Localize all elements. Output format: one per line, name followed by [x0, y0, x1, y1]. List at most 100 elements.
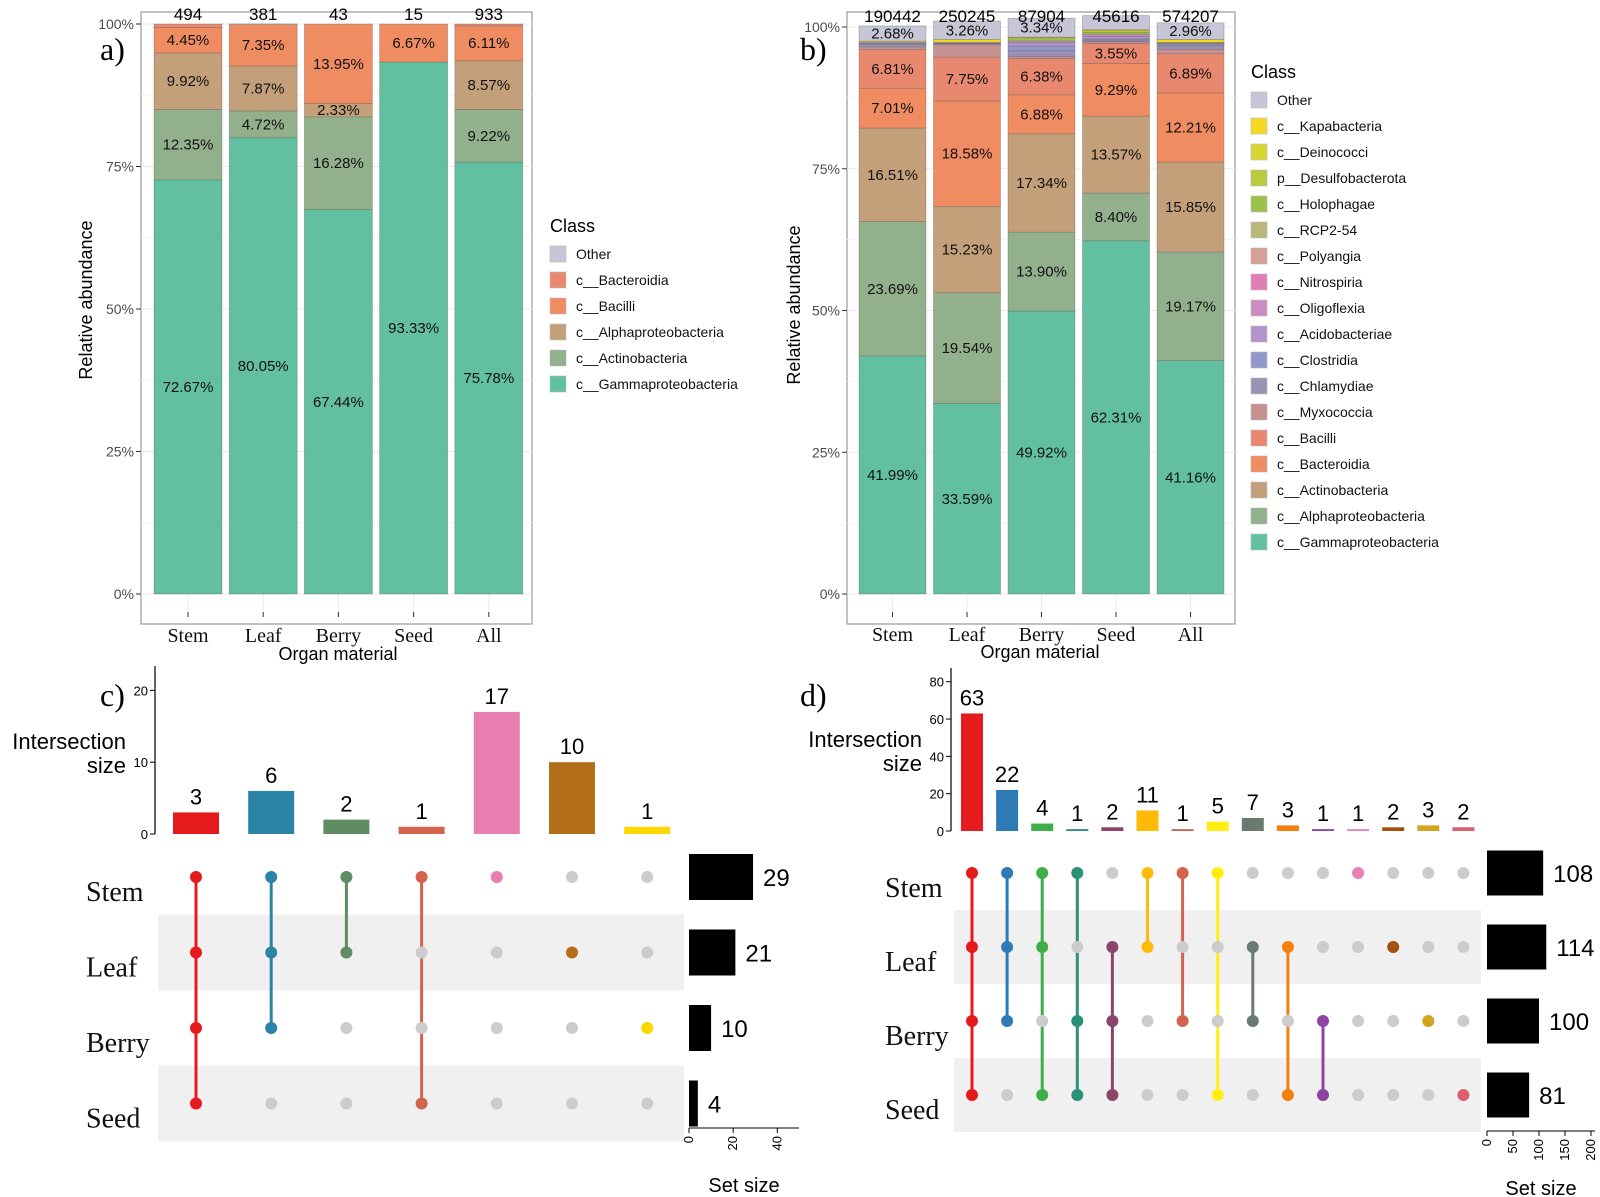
- intersection-bar: [323, 819, 370, 834]
- intersection-bar: [1417, 825, 1440, 831]
- legend-label: Other: [576, 246, 611, 262]
- matrix-dot-inactive: [1211, 941, 1224, 953]
- matrix-dot-active: [340, 871, 353, 883]
- matrix-dot-active: [1071, 1089, 1084, 1101]
- matrix-dot-active: [415, 1097, 428, 1110]
- matrix-dot-inactive: [1246, 867, 1259, 879]
- matrix-dot-inactive: [641, 871, 654, 883]
- matrix-dot-inactive: [1457, 867, 1470, 879]
- intersection-bar: [549, 762, 595, 834]
- matrix-dot-inactive: [415, 946, 428, 959]
- intersection-size-label: 3: [1282, 797, 1294, 822]
- intersection-size-label: 2: [1106, 799, 1118, 824]
- intersection-size-label: 3: [190, 784, 202, 809]
- legend-item-c-deinococci: c__Deinococci: [1250, 143, 1368, 161]
- y-tick-label: 100%: [98, 16, 134, 32]
- intersection-size-label: 17: [485, 684, 509, 709]
- legend-label: c__Deinococci: [1277, 144, 1368, 160]
- bar-segment-c-kapabacteria: [933, 39, 1001, 43]
- matrix-dot-active: [190, 1097, 202, 1110]
- legend-label: c__Actinobacteria: [1277, 482, 1389, 498]
- legend-swatch: [1250, 481, 1268, 499]
- legend-label: c__Kapabacteria: [1277, 118, 1382, 134]
- bar-segment-c-kapabacteria: [858, 40, 927, 43]
- matrix-dot-inactive: [1457, 1015, 1470, 1027]
- legend-label: c__Polyangia: [1277, 248, 1361, 264]
- legend-swatch: [1250, 143, 1268, 161]
- bar-segment-c-gammaproteobacteria: [153, 179, 223, 595]
- data-label: 3.34%: [1020, 20, 1063, 37]
- legend-swatch: [549, 271, 567, 289]
- data-label: 6.67%: [392, 35, 435, 52]
- legend-swatch: [1250, 507, 1268, 525]
- y-tick-label: 60: [930, 712, 944, 727]
- intersection-11: 1: [1312, 801, 1334, 1101]
- data-label: 6.81%: [871, 61, 914, 78]
- bar-segment-c-gammaproteobacteria: [1007, 310, 1076, 595]
- matrix-dot-inactive: [1422, 941, 1435, 953]
- matrix-dot-active: [490, 871, 503, 883]
- legend-title: Class: [1251, 62, 1296, 82]
- legend-item-c-holophagae: c__Holophagae: [1250, 195, 1375, 213]
- bar-segment-c-bacilli: [858, 49, 927, 89]
- bar-segment-c-holophagae: [1156, 42, 1225, 44]
- intersection-4: 1: [1066, 801, 1089, 1101]
- matrix-dot-inactive: [641, 946, 654, 959]
- set-size-label: 108: [1553, 861, 1593, 888]
- intersection-size-label: 2: [1457, 799, 1469, 824]
- set-size-tick-label: 40: [769, 1136, 784, 1150]
- matrix-dot-active: [966, 941, 978, 953]
- intersection-size-label: 22: [995, 762, 1019, 787]
- intersection-bar: [1347, 829, 1370, 831]
- legend-item-c-acidobacteriae: c__Acidobacteriae: [1250, 325, 1392, 343]
- data-label: 75.78%: [463, 370, 514, 387]
- legend-swatch: [549, 245, 567, 263]
- panel-a-plot-border: [140, 11, 533, 625]
- set-label-seed: Seed: [86, 1104, 140, 1135]
- bar-stack-seed: 62.31% 8.40% 13.57% 9.29% 3.55% 45616: [1082, 7, 1150, 595]
- matrix-dot-active: [1422, 1015, 1435, 1027]
- legend-item-c-bacteroidia: c__Bacteroidia: [1250, 455, 1370, 473]
- matrix-dot-active: [265, 1022, 278, 1034]
- bar-segment-c-actinobacteria: [1082, 115, 1150, 194]
- bar-segment-c-myxococcia: [933, 44, 1001, 58]
- bar-segment-c-acidobacteriae: [1007, 42, 1076, 47]
- matrix-dot-active: [566, 946, 578, 959]
- set-label-leaf: Leaf: [885, 947, 937, 978]
- matrix-dot-inactive: [566, 1097, 578, 1110]
- legend-label: c__Gammaproteobacteria: [1277, 534, 1439, 550]
- set-size-tick-label: 150: [1557, 1139, 1572, 1161]
- bar-stack-leaf: 33.59% 19.54% 15.23% 18.58% 7.75% 3.26%250245: [933, 7, 1001, 595]
- legend-swatch: [1250, 91, 1268, 109]
- intersection-6: 11: [1136, 782, 1159, 1101]
- legend-label: c__Gammaproteobacteria: [576, 376, 738, 392]
- bar-stack-seed: 93.33% 6.67% 15: [379, 5, 449, 595]
- matrix-dot-inactive: [1036, 1015, 1049, 1027]
- data-label: 41.16%: [1165, 469, 1216, 486]
- matrix-dot-active: [1176, 1015, 1189, 1027]
- bar-segment-c-bacilli: [1156, 53, 1225, 94]
- bar-segment-c-bacilli: [228, 23, 298, 67]
- intersection-1: 3: [173, 784, 219, 1110]
- legend-swatch: [1250, 429, 1268, 447]
- bar-segment-c-clostridia: [1007, 45, 1076, 52]
- set-size-label: 4: [708, 1092, 721, 1119]
- bar-segment-c-alphaproteobacteria: [933, 292, 1001, 404]
- bar-segment-c-gammaproteobacteria: [454, 161, 524, 595]
- matrix-dot-inactive: [490, 1022, 503, 1034]
- legend-label: c__Bacilli: [576, 298, 635, 314]
- y-tick-label: 75%: [106, 159, 134, 175]
- legend-swatch: [549, 297, 567, 315]
- data-label: 7.75%: [946, 71, 989, 88]
- matrix-dot-inactive: [1422, 1089, 1435, 1101]
- legend-item-c-gammaproteobacteria: c__Gammaproteobacteria: [1250, 533, 1439, 551]
- y-tick-label: 50%: [812, 303, 840, 319]
- matrix-dot-active: [1211, 867, 1224, 879]
- y-tick-label: 25%: [106, 444, 134, 460]
- set-size-bar-stem: [689, 854, 754, 900]
- intersection-bar: [1136, 810, 1159, 831]
- legend-swatch: [1250, 169, 1268, 187]
- bar-segment-c-myxococcia: [1156, 48, 1225, 55]
- panel-b-xlabel: Organ material: [980, 642, 1099, 662]
- matrix-dot-inactive: [490, 946, 503, 959]
